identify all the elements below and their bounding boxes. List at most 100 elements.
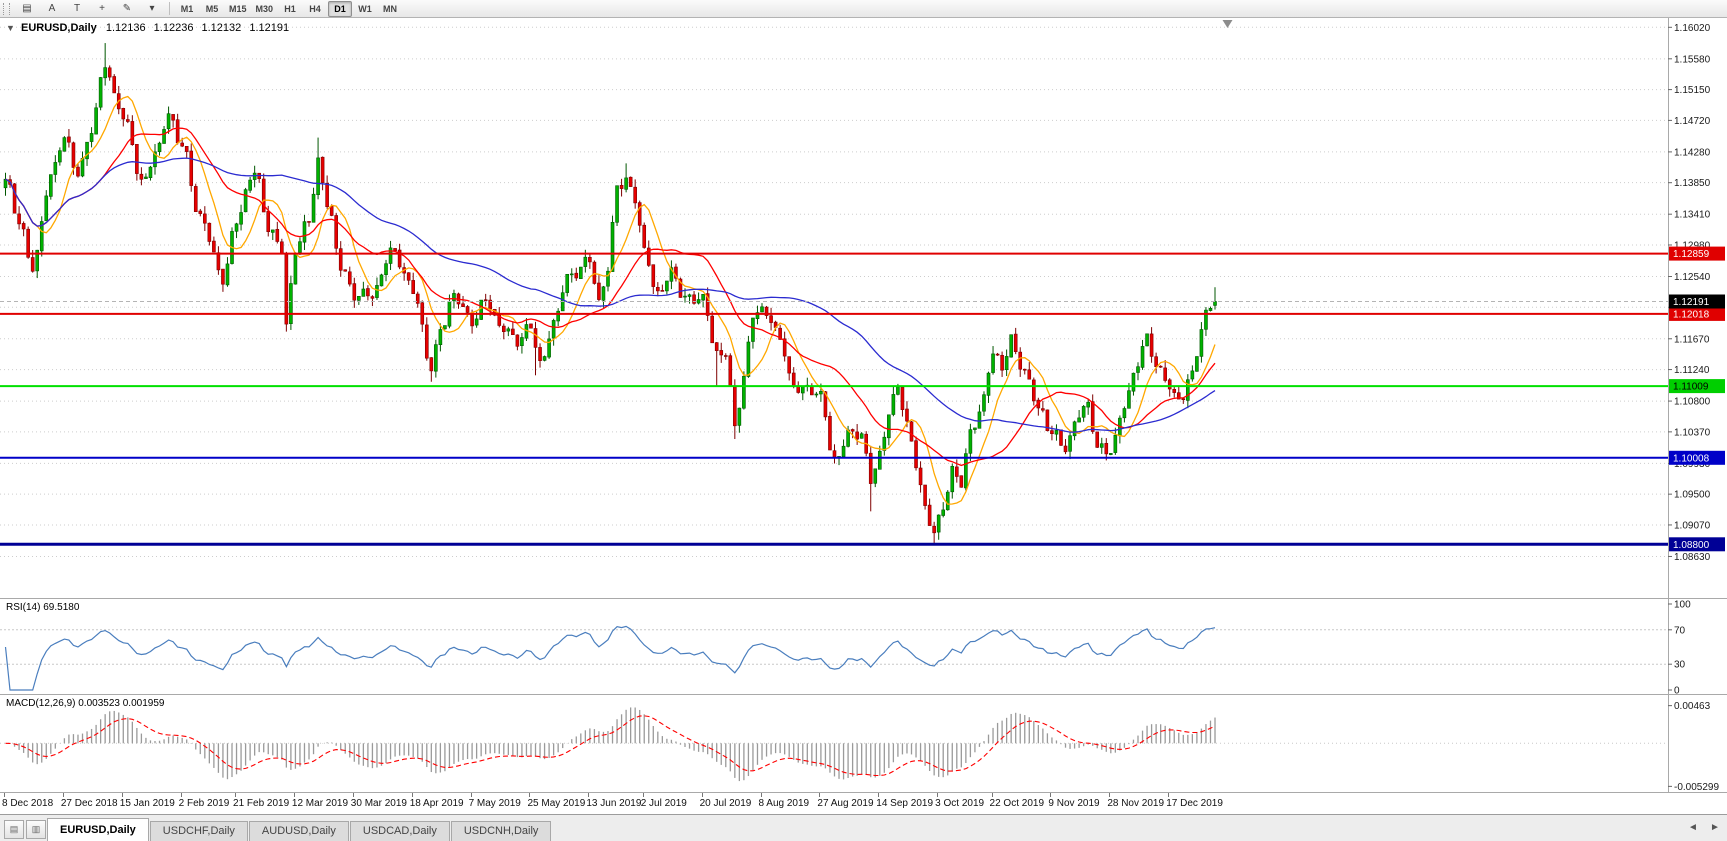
tab-scroll-group: ◄ ► xyxy=(1685,820,1723,836)
timeframe-group: M1 M5 M15 M30 H1 H4 D1 W1 MN xyxy=(175,0,402,17)
time-tick xyxy=(62,793,64,797)
date-label: 13 Jun 2019 xyxy=(586,798,642,809)
ohlc-low: 1.12132 xyxy=(201,22,242,34)
collapse-indicator-icon[interactable]: ▼ xyxy=(6,23,15,33)
time-tick xyxy=(180,793,182,797)
price-tag-1.12859: 1.12859 xyxy=(1669,246,1725,261)
svg-text:0.00463: 0.00463 xyxy=(1674,701,1711,712)
date-label: 15 Jan 2019 xyxy=(119,798,175,809)
svg-text:1.09500: 1.09500 xyxy=(1674,490,1711,501)
svg-text:1.15150: 1.15150 xyxy=(1674,85,1711,96)
svg-text:1.10370: 1.10370 xyxy=(1674,427,1711,438)
time-tick xyxy=(352,793,354,797)
svg-text:1.10800: 1.10800 xyxy=(1674,397,1711,408)
chart-window-button-2[interactable]: ▥ xyxy=(26,820,46,839)
timeframe-button-m5[interactable]: M5 xyxy=(205,3,219,14)
text-label-button[interactable]: A xyxy=(48,2,56,14)
date-label: 27 Aug 2019 xyxy=(817,798,874,809)
dropdown-caret-icon[interactable]: ▾ xyxy=(149,2,155,14)
svg-text:100: 100 xyxy=(1674,600,1691,611)
ma-mid-red-line xyxy=(5,127,1216,467)
tabs-scroll-right-button[interactable]: ► xyxy=(1710,822,1720,833)
price-tag-1.12018: 1.12018 xyxy=(1669,306,1725,321)
svg-text:1.09070: 1.09070 xyxy=(1674,520,1711,531)
date-label: 12 Mar 2019 xyxy=(291,798,349,809)
chart-tab-usdchf[interactable]: USDCHF,Daily xyxy=(149,821,248,841)
svg-text:1.13410: 1.13410 xyxy=(1674,210,1711,221)
chart-tab-bar: ▤ ▥ EURUSD,Daily USDCHF,Daily AUDUSD,Daily U… xyxy=(0,814,1727,841)
crosshair-icon[interactable]: + xyxy=(99,2,105,14)
ma-slow-blue-line xyxy=(5,157,1216,433)
timeframe-button-m1[interactable]: M1 xyxy=(180,3,194,14)
ohlc-open: 1.12136 xyxy=(105,22,146,34)
time-tick xyxy=(819,793,821,797)
time-tick xyxy=(529,793,531,797)
date-label: 21 Feb 2019 xyxy=(233,798,290,809)
date-label: 18 Apr 2019 xyxy=(409,798,464,809)
svg-text:1.12191: 1.12191 xyxy=(1673,297,1710,308)
toolbar-icon-group: ▤ A T + ✎ ▾ xyxy=(15,1,164,17)
chart-title: ▼ EURUSD,Daily 1.12136 1.12236 1.12132 1… xyxy=(6,22,294,34)
tabs-scroll-left-button[interactable]: ◄ xyxy=(1688,822,1698,833)
date-label: 2 Jul 2019 xyxy=(640,798,687,809)
toolbar-separator xyxy=(169,2,170,15)
date-label: 22 Oct 2019 xyxy=(989,798,1045,809)
svg-text:1.08630: 1.08630 xyxy=(1674,552,1711,563)
text-tool-button[interactable]: T xyxy=(73,2,81,14)
chart-tabs: EURUSD,Daily USDCHF,Daily AUDUSD,Daily USDC… xyxy=(47,818,552,841)
svg-text:1.08800: 1.08800 xyxy=(1673,540,1710,551)
price-tag-1.08800: 1.08800 xyxy=(1669,537,1725,552)
toolbar: ▤ A T + ✎ ▾ M1 M5 M15 M30 H1 H4 D1 W1 MN xyxy=(0,0,1727,18)
date-label: 17 Dec 2019 xyxy=(1166,798,1223,809)
toolbar-grip-icon[interactable] xyxy=(3,2,10,15)
date-label: 7 May 2019 xyxy=(468,798,521,809)
svg-text:0: 0 xyxy=(1674,686,1680,697)
time-tick xyxy=(937,793,939,797)
timeframe-button-mn[interactable]: MN xyxy=(383,3,398,14)
date-label: 2 Feb 2019 xyxy=(178,798,230,809)
timeframe-button-m15[interactable]: M15 xyxy=(229,3,247,14)
time-tick xyxy=(1109,793,1111,797)
chart-tab-usdcnh[interactable]: USDCNH,Daily xyxy=(450,821,552,841)
price-tag-1.11009: 1.11009 xyxy=(1669,379,1725,394)
ohlc-close: 1.12191 xyxy=(249,22,290,34)
timeframe-button-h4[interactable]: H4 xyxy=(309,3,321,14)
chart-window-button-1[interactable]: ▤ xyxy=(4,820,24,839)
timeframe-button-m30[interactable]: M30 xyxy=(255,3,274,14)
charts-icon[interactable]: ▤ xyxy=(22,2,32,14)
rsi-label: RSI(14) 69.5180 xyxy=(6,602,80,613)
time-scale[interactable]: 8 Dec 2018 27 Dec 2018 15 Jan 2019 2 Feb 20… xyxy=(0,793,1727,814)
rsi-line xyxy=(4,625,1216,691)
date-label: 8 Dec 2018 xyxy=(2,798,54,809)
date-label: 28 Nov 2019 xyxy=(1107,798,1165,809)
date-label: 30 Mar 2019 xyxy=(350,798,407,809)
svg-text:1.14720: 1.14720 xyxy=(1674,116,1711,127)
date-label: 8 Aug 2019 xyxy=(758,798,810,809)
current-price-tag: 1.12191 xyxy=(1669,294,1725,309)
date-label: 25 May 2019 xyxy=(527,798,586,809)
date-label: 27 Dec 2018 xyxy=(60,798,118,809)
svg-text:1.16020: 1.16020 xyxy=(1674,23,1711,34)
date-label: 3 Oct 2019 xyxy=(935,798,985,809)
time-tick xyxy=(991,793,993,797)
timeframe-button-w1[interactable]: W1 xyxy=(358,3,372,14)
svg-text:1.12540: 1.12540 xyxy=(1674,272,1711,283)
svg-text:-0.005299: -0.005299 xyxy=(1674,782,1719,793)
ohlc-high: 1.12236 xyxy=(153,22,194,34)
chart-tab-usdcad[interactable]: USDCAD,Daily xyxy=(349,821,450,841)
svg-text:1.12980: 1.12980 xyxy=(1674,240,1711,251)
time-tick xyxy=(588,793,590,797)
timeframe-button-d1[interactable]: D1 xyxy=(328,0,353,17)
macd-signal-line xyxy=(5,715,1216,777)
time-tick xyxy=(1168,793,1170,797)
timeframe-button-h1[interactable]: H1 xyxy=(284,3,296,14)
draw-tools-icon[interactable]: ✎ xyxy=(122,2,132,14)
chart-tab-audusd[interactable]: AUDUSD,Daily xyxy=(248,821,349,841)
chart-shift-marker-icon[interactable] xyxy=(1222,20,1233,28)
svg-text:1.11240: 1.11240 xyxy=(1674,365,1710,376)
tab-window-buttons: ▤ ▥ xyxy=(3,820,47,841)
chart-tab-eurusd[interactable]: EURUSD,Daily xyxy=(47,818,149,841)
price-scale[interactable] xyxy=(1669,18,1727,792)
